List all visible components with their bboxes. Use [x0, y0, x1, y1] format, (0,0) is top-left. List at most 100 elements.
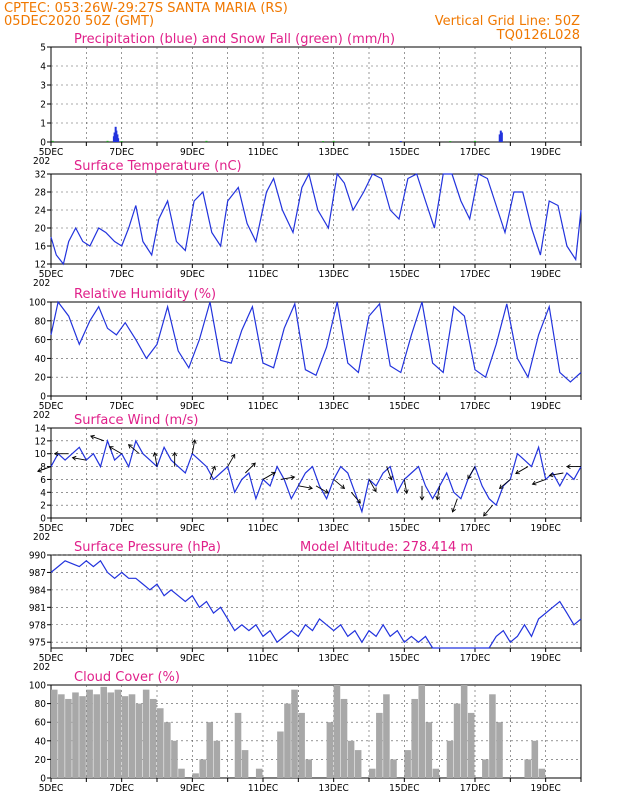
- cloud-bar: [114, 689, 122, 778]
- wind-arrow: [37, 466, 52, 472]
- rh-xtick-label: 13DEC: [318, 401, 348, 412]
- pres-xtick-label: 7DEC: [109, 653, 134, 664]
- header-date: 05DEC2020 50Z (GMT): [4, 14, 154, 29]
- wind-xtick-label: 11DEC: [248, 523, 278, 534]
- cloud-bar: [86, 689, 93, 778]
- wind-arrow: [315, 485, 329, 494]
- wind-arrowhead: [271, 471, 276, 477]
- temp-year-stub: 202: [33, 278, 50, 289]
- cloud-bar: [100, 686, 108, 778]
- precip-ytick-label: 3: [40, 81, 46, 92]
- rh-ytick-label: 80: [35, 316, 47, 327]
- cloud-bar: [298, 712, 305, 778]
- cloud-bar: [291, 689, 298, 778]
- cloud-bar: [171, 740, 178, 778]
- wind-arrowhead: [152, 451, 158, 457]
- wind-arrowhead: [308, 485, 313, 491]
- pres-ytick-label: 984: [29, 585, 46, 596]
- pres-ytick-label: 987: [29, 568, 46, 579]
- cloud-bar: [277, 731, 284, 778]
- temp-xtick-label: 17DEC: [460, 269, 490, 280]
- cloud-bar: [538, 768, 546, 778]
- cloud-bar: [234, 712, 242, 778]
- temp-xtick-label: 19DEC: [530, 269, 560, 280]
- rh-ytick-label: 40: [35, 354, 47, 365]
- precip-title: Precipitation (blue) and Snow Fall (gree…: [74, 32, 395, 47]
- temp-xtick-label: 15DEC: [389, 269, 419, 280]
- cloud-bar: [149, 698, 157, 778]
- precip-ytick-label: 2: [40, 100, 46, 111]
- cloud-xtick-label: 5DEC: [39, 783, 64, 794]
- precip-xtick-label: 17DEC: [460, 147, 490, 158]
- wind-xtick-label: 19DEC: [530, 523, 560, 534]
- precip-xtick-label: 7DEC: [109, 147, 134, 158]
- wind-arrowhead: [467, 474, 472, 480]
- cloud-bar: [333, 685, 341, 778]
- precip-bar: [449, 141, 452, 142]
- wind-ytick-label: 6: [40, 475, 46, 486]
- wind-arrow: [549, 472, 564, 476]
- cloud-bar: [354, 750, 362, 778]
- cloud-bar: [496, 722, 503, 778]
- cloud-bar: [326, 722, 334, 778]
- rh-ytick-label: 60: [35, 335, 47, 346]
- cloud-ytick-label: 100: [29, 681, 46, 692]
- rh-title: Relative Humidity (%): [74, 287, 216, 302]
- header-location: CPTEC: 053:26W-29:27S SANTA MARIA (RS): [4, 1, 288, 16]
- wind-arrowhead: [211, 465, 216, 471]
- pres-panel: 975 978 981 984 987 990 5DEC 7DEC 9DEC 11DEC 13DEC…: [29, 540, 582, 673]
- rh-line: [50, 300, 582, 383]
- wind-arrow: [515, 466, 529, 474]
- cloud-bar: [72, 692, 79, 778]
- cloud-bar: [369, 768, 376, 778]
- pres-title: Surface Pressure (hPa): [74, 540, 221, 555]
- temp-xtick-label: 7DEC: [109, 269, 134, 280]
- cloud-panel: 0 20 40 60 80 100 5DEC 7DEC 9DEC 11DEC 13DEC 15DEC 1…: [29, 670, 582, 794]
- cloud-xtick-label: 17DEC: [460, 783, 490, 794]
- wind-arrow: [350, 491, 361, 504]
- wind-arrowhead: [419, 496, 425, 501]
- precip-xtick-label: 13DEC: [318, 147, 348, 158]
- rh-year-stub: 202: [33, 410, 50, 421]
- precip-ytick-label: 4: [40, 62, 46, 73]
- wind-arrowhead: [451, 507, 456, 513]
- temp-ytick-label: 12: [35, 260, 46, 271]
- wind-title: Surface Wind (m/s): [74, 413, 198, 428]
- cloud-ytick-label: 40: [35, 736, 47, 747]
- rh-xtick-label: 9DEC: [180, 401, 205, 412]
- cloud-bar: [178, 768, 185, 778]
- precip-ytick-label: 5: [40, 43, 46, 54]
- temp-frame: [50, 173, 582, 265]
- wind-arrowhead: [548, 472, 554, 478]
- precip-bar: [205, 140, 208, 142]
- wind-arrow: [280, 476, 295, 480]
- pres-xtick-label: 19DEC: [530, 653, 560, 664]
- pres-xtick-label: 17DEC: [460, 653, 490, 664]
- precip-xtick-label: 9DEC: [180, 147, 205, 158]
- precip-xtick-label: 15DEC: [389, 147, 419, 158]
- rh-xtick-label: 5DEC: [39, 401, 64, 412]
- cloud-bar: [390, 759, 397, 778]
- precip-bar: [113, 132, 116, 142]
- temp-line: [50, 172, 582, 266]
- temp-xtick-label: 9DEC: [180, 269, 205, 280]
- cloud-bar: [135, 703, 143, 778]
- temp-panel: 12 16 20 24 28 32 5DEC 7DEC 9DEC 11DEC 13DEC 15DEC 1…: [33, 159, 582, 289]
- cloud-bar: [376, 712, 383, 778]
- pres-xtick-label: 15DEC: [389, 653, 419, 664]
- wind-ytick-label: 8: [40, 462, 46, 473]
- precip-bar: [332, 140, 335, 142]
- precip-bar: [120, 141, 123, 142]
- wind-arrow: [368, 479, 377, 492]
- wind-xtick-label: 9DEC: [180, 523, 205, 534]
- header-code: TQ0126L028: [496, 28, 580, 43]
- wind-arrow: [298, 485, 313, 489]
- pres-frame: [50, 554, 582, 649]
- cloud-bar: [489, 694, 496, 778]
- wind-xtick-label: 15DEC: [389, 523, 419, 534]
- pres-ytick-label: 975: [29, 638, 46, 649]
- wind-xtick-label: 7DEC: [109, 523, 134, 534]
- wind-arrow: [403, 479, 408, 494]
- cloud-bar: [121, 696, 129, 778]
